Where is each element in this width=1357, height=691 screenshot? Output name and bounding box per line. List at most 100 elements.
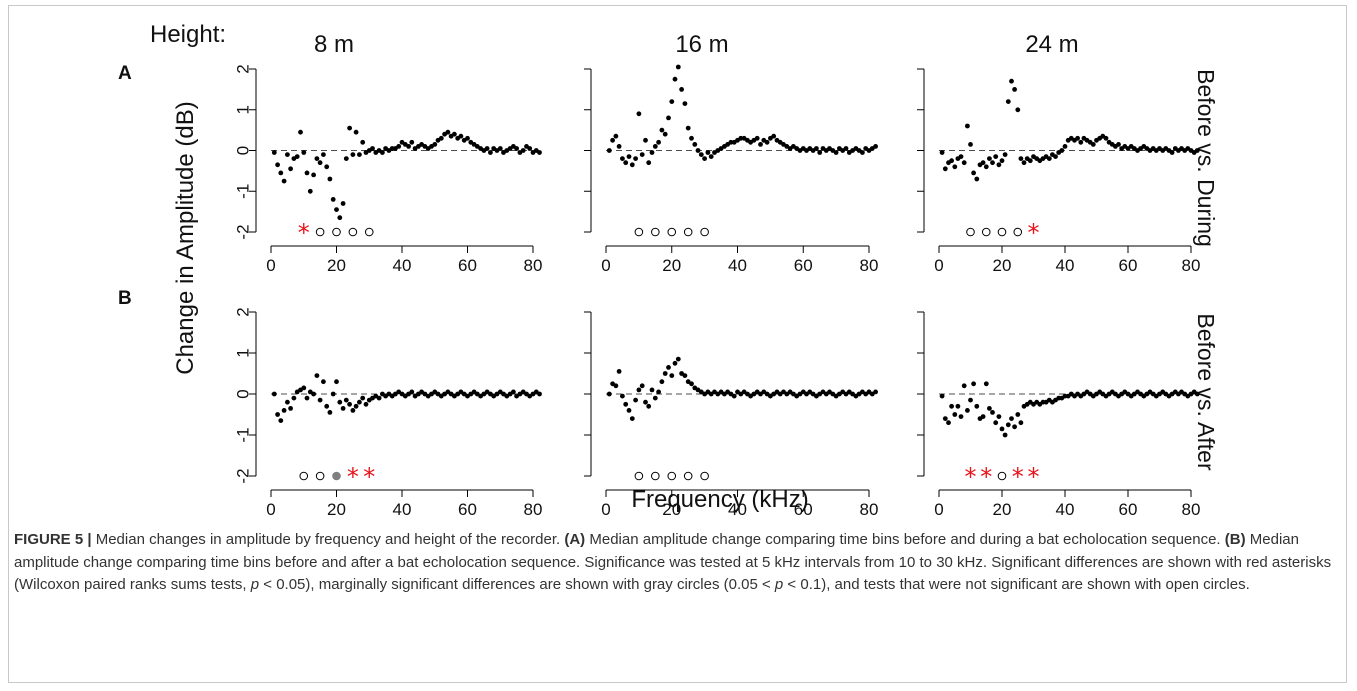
- panel-b-8m-point-15: [321, 379, 326, 385]
- panel-a-8m-point-41: [406, 144, 411, 149]
- panel-b-16m-point-18: [666, 365, 671, 370]
- row-label-b: B: [118, 288, 132, 309]
- panel-a-8m-point-18: [330, 197, 336, 202]
- panel-a-8m-point-12: [311, 172, 316, 178]
- panel-a-24m-point-21: [1005, 99, 1011, 104]
- panel-a-8m-x-tick-label-40: 40: [393, 256, 412, 275]
- panel-a-24m-point-4: [952, 164, 958, 170]
- panel-a-16m-point-11: [643, 137, 648, 143]
- panel-b-16m-point-8: [633, 397, 638, 403]
- panel-b-8m-point-73: [511, 389, 516, 395]
- panel-a-24m-point-43: [1075, 135, 1080, 141]
- panel-a-24m-point-6: [958, 154, 964, 160]
- panel-a-24m-point-18: [996, 162, 1002, 168]
- panel-b-24m-point-1: [942, 416, 948, 421]
- panel-a-24m-point-56: [1116, 142, 1121, 147]
- caption-b-text: Median amplitude change comparing time b…: [14, 531, 1332, 593]
- panel-b-16m-point-4: [620, 393, 625, 399]
- panel-a-8m-x-tick-label-0: 0: [266, 256, 275, 275]
- panel-b-8m-y-tick-label-0: 0: [234, 389, 253, 398]
- panel-a-24m-x-tick-label-80: 80: [1182, 256, 1201, 275]
- panel-b-24m-x-tick-label-60: 60: [1119, 500, 1138, 519]
- panel-b-8m-point-22: [343, 397, 349, 403]
- panel-a-8m-point-69: [497, 146, 503, 151]
- panel-b-24m-point-21: [1005, 422, 1011, 428]
- panel-b-8m-point-21: [340, 406, 346, 411]
- panel-a-16m-point-64: [817, 150, 823, 155]
- panel-a-8m-point-3: [281, 178, 287, 184]
- panel-a-24m: 0 20 40 60 80 *: [917, 68, 1201, 275]
- panel-a-16m-point-9: [636, 111, 642, 117]
- panel-a-24m-point-36: [1053, 154, 1058, 160]
- panel-b-24m-point-25: [1018, 420, 1024, 426]
- panel-b-8m-y-tick-label--1: -1: [234, 427, 253, 442]
- height-title-16m: 16 m: [675, 31, 728, 58]
- panel-b-16m-x-tick-label-80: 80: [860, 500, 879, 519]
- panel-b-16m-point-38: [731, 393, 737, 399]
- panel-b-24m-point-3: [949, 403, 954, 409]
- panel-b-24m-sig-30khz: *: [1028, 463, 1040, 491]
- panel-a-24m-point-73: [1169, 150, 1175, 155]
- panel-a-16m-point-29: [702, 156, 707, 162]
- panel-b-8m-x-tick-label-60: 60: [458, 500, 477, 519]
- panel-b-16m-x-tick-label-40: 40: [728, 500, 747, 519]
- panel-a-24m-point-3: [949, 158, 954, 164]
- panel-b-8m-y-tick-label-1: 1: [234, 348, 253, 357]
- panel-a-8m-point-74: [514, 146, 519, 151]
- panel-b-24m-point-24: [1015, 412, 1021, 417]
- panel-a-8m-y-tick-label-1: 1: [234, 105, 253, 114]
- panel-a-24m-sig-10khz: [966, 227, 975, 237]
- panel-a-24m-x-tick-label-0: 0: [934, 256, 943, 275]
- panel-a-8m-x-tick-label-60: 60: [458, 256, 477, 275]
- panel-b-24m-point-81: [1194, 391, 1200, 397]
- panel-b-16m: 0 20 40 60 80: [584, 311, 879, 519]
- panel-b-8m-sig-30khz: *: [363, 463, 375, 491]
- panel-a-8m-point-49: [432, 142, 438, 147]
- panel-a-16m-point-0: [606, 148, 612, 153]
- panel-b-16m-point-11: [643, 399, 648, 405]
- panel-a-8m-point-4: [285, 152, 290, 158]
- panel-a-24m-point-8: [965, 123, 970, 129]
- panel-b-8m-x-tick-label-80: 80: [524, 500, 543, 519]
- panel-a-24m-point-23: [1012, 87, 1017, 92]
- panel-a-8m-sig-25khz: [348, 227, 358, 237]
- panel-b-16m-point-23: [682, 373, 688, 378]
- y-axis-label: Change in Amplitude (dB): [172, 101, 199, 375]
- panel-a-8m-point-57: [458, 133, 464, 139]
- panel-b-24m-x-tick-label-20: 20: [993, 500, 1012, 519]
- panel-b-24m-point-18: [996, 414, 1002, 419]
- panel-b-16m-x-tick-label-0: 0: [601, 500, 610, 519]
- panel-a-8m-point-8: [298, 129, 303, 135]
- panel-a-24m-x-tick-label-40: 40: [1056, 256, 1075, 275]
- panel-b-8m-point-6: [291, 395, 297, 401]
- panel-b-16m-point-14: [652, 395, 658, 401]
- panel-a-16m-point-63: [814, 146, 819, 151]
- panel-b-16m-point-9: [636, 387, 642, 393]
- panel-a-24m-point-81: [1194, 148, 1200, 153]
- panel-a-24m-point-25: [1018, 156, 1024, 162]
- panel-a-24m-point-17: [993, 154, 999, 160]
- panel-a-16m-point-72: [843, 146, 849, 151]
- panel-a-24m-point-22: [1009, 78, 1014, 84]
- panel-a-8m: 0 20 40 60 80 -2 -1 0 1 2 *: [234, 64, 543, 275]
- panel-a-8m-point-0: [271, 150, 277, 155]
- panel-b-16m-point-10: [639, 383, 645, 389]
- panel-b-16m-point-17: [662, 371, 668, 376]
- panel-a-8m-y-tick-label--2: -2: [234, 224, 253, 239]
- panel-a-16m-point-18: [666, 115, 671, 121]
- panel-a-16m-point-69: [833, 150, 839, 155]
- panel-a-16m-sig-20khz: [667, 227, 677, 237]
- panel-b-24m-point-13: [980, 414, 986, 419]
- panel-a-16m-point-13: [649, 150, 655, 155]
- panel-b-24m-point-2: [946, 420, 951, 426]
- panel-b-16m-point-20: [672, 360, 678, 366]
- panel-b-16m-x-tick-label-60: 60: [794, 500, 813, 519]
- panel-b-8m-point-24: [350, 408, 356, 413]
- panel-b-24m-point-11: [974, 403, 980, 409]
- panel-b-8m-point-16: [324, 403, 330, 409]
- panel-a-8m-y-tick-label-2: 2: [234, 64, 253, 73]
- panel-b-16m-point-3: [616, 369, 622, 374]
- panel-a-24m-point-14: [983, 164, 989, 170]
- panel-a-16m-point-6: [626, 154, 632, 160]
- panel-b-8m-y-tick-label-2: 2: [234, 307, 253, 316]
